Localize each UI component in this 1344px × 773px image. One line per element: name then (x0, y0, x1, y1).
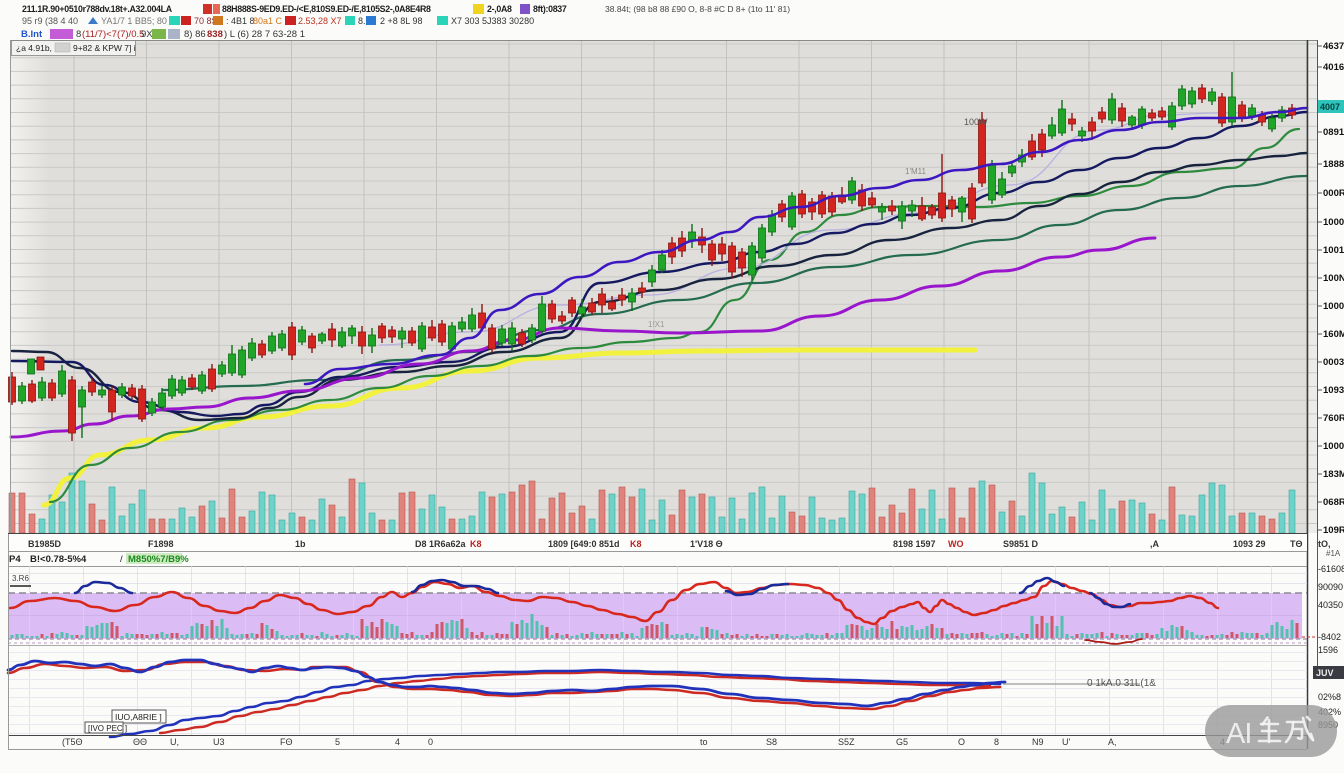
svg-text:9X: 9X (141, 29, 153, 40)
svg-text:S9851 D: S9851 D (1003, 539, 1039, 549)
svg-text:95 r9 (38 4 40: 95 r9 (38 4 40 (22, 16, 78, 26)
svg-text:109R: 109R (1323, 525, 1344, 536)
svg-text:402%: 402% (1318, 707, 1341, 717)
svg-text:U,: U, (170, 737, 179, 747)
svg-text:1000: 1000 (1323, 441, 1344, 452)
svg-text:8: 8 (994, 737, 999, 747)
svg-text:K8: K8 (470, 539, 482, 549)
svg-text:N9: N9 (1032, 737, 1044, 747)
svg-text:9+82 & KPW 7] i: 9+82 & KPW 7] i (73, 43, 136, 53)
svg-text:-8402: -8402 (1318, 632, 1341, 642)
svg-text:1809 [649:0 851d: 1809 [649:0 851d (548, 539, 620, 549)
svg-text:(T5Θ: (T5Θ (62, 737, 83, 747)
svg-text:8: 8 (76, 29, 81, 40)
svg-text:100W: 100W (964, 117, 988, 127)
svg-text:211.1R.90+0510r788dv.18t+.A32.: 211.1R.90+0510r788dv.18t+.A32.004LA (22, 4, 173, 14)
svg-text:) L (6) 28 7 63-28 1: ) L (6) 28 7 63-28 1 (224, 29, 305, 40)
svg-text:183M: 183M (1323, 469, 1344, 480)
svg-text:D8 1R6a62a: D8 1R6a62a (415, 539, 467, 549)
svg-text:AI: AI (1226, 718, 1251, 750)
svg-text:160M: 160M (1323, 329, 1344, 340)
svg-text:4007: 4007 (1320, 102, 1340, 112)
svg-text:4637: 4637 (1323, 41, 1344, 52)
svg-text:0 1kA.0 31L(1&: 0 1kA.0 31L(1& (1087, 678, 1156, 689)
svg-text:02%8: 02%8 (1318, 692, 1341, 702)
svg-text:1b: 1b (295, 539, 306, 549)
svg-text:B.Int: B.Int (21, 29, 43, 40)
svg-text:1'M11: 1'M11 (905, 167, 926, 176)
svg-text:1!X1: 1!X1 (648, 320, 665, 329)
svg-text:(11/7)<7(7)/0.5: (11/7)<7(7)/0.5 (82, 29, 144, 40)
svg-text:A,: A, (1108, 737, 1117, 747)
svg-text:80a1 C: 80a1 C (253, 16, 283, 26)
svg-text:WO: WO (948, 539, 964, 549)
svg-text:O: O (958, 737, 965, 747)
svg-text:2.53,28 X7: 2.53,28 X7 (298, 16, 342, 26)
svg-text:760R: 760R (1323, 413, 1344, 424)
svg-text:FΘ: FΘ (280, 737, 293, 747)
svg-text:8) 86: 8) 86 (184, 29, 206, 40)
svg-text:U3: U3 (213, 737, 225, 747)
svg-text:P4: P4 (9, 554, 21, 565)
svg-text:100N: 100N (1323, 273, 1344, 284)
svg-text:,A: ,A (1150, 539, 1160, 549)
svg-text:¿a 4.91b,: ¿a 4.91b, (16, 43, 52, 53)
svg-text:8198 1597: 8198 1597 (893, 539, 936, 549)
svg-text:838: 838 (207, 29, 223, 40)
svg-text:2 +8 8L 98: 2 +8 8L 98 (380, 16, 422, 26)
svg-text:to: to (700, 737, 708, 747)
svg-text:3.R6: 3.R6 (12, 574, 29, 583)
svg-text:90090: 90090 (1318, 582, 1343, 592)
svg-text:2-,0A8: 2-,0A8 (487, 4, 512, 14)
svg-text:40350: 40350 (1318, 600, 1343, 610)
svg-text:ΘΘ: ΘΘ (133, 737, 147, 747)
svg-text:K8: K8 (630, 539, 642, 549)
svg-text:S8: S8 (766, 737, 777, 747)
svg-text:1596: 1596 (1318, 645, 1338, 655)
svg-text:-61608: -61608 (1318, 564, 1344, 574)
svg-text:1093 29: 1093 29 (1233, 539, 1266, 549)
svg-text:068R: 068R (1323, 497, 1344, 508)
svg-text:M850%7/B9%: M850%7/B9% (128, 554, 189, 565)
svg-text:#1A: #1A (1326, 549, 1341, 558)
svg-text:: 4B1 8: : 4B1 8 (226, 16, 255, 26)
svg-text:S5Z: S5Z (838, 737, 855, 747)
svg-text:tO,: tO, (1318, 539, 1331, 549)
svg-text:B1985D: B1985D (28, 539, 62, 549)
svg-text:000R: 000R (1323, 188, 1344, 199)
svg-text:0003: 0003 (1323, 357, 1344, 368)
svg-text:G5: G5 (896, 737, 908, 747)
svg-text:8.: 8. (358, 16, 366, 26)
svg-text:38.84t; (98 b8 88 £90 O, 8-8 #: 38.84t; (98 b8 88 £90 O, 8-8 #C D 8+ (1t… (605, 4, 790, 14)
svg-text:1888: 1888 (1323, 159, 1344, 170)
svg-text:[IVO PEC ]: [IVO PEC ] (88, 724, 127, 733)
svg-text:JUV: JUV (1316, 668, 1334, 678)
svg-text:88H888S-9ED9.ED-/<E,810S9.ED-/: 88H888S-9ED9.ED-/<E,810S9.ED-/E,8105S2-,… (222, 4, 431, 14)
svg-text:1093: 1093 (1323, 385, 1344, 396)
svg-text:5: 5 (335, 737, 340, 747)
svg-text:B!<0.78-5%4: B!<0.78-5%4 (30, 554, 87, 565)
svg-text:X7 303 5J383 30280: X7 303 5J383 30280 (451, 16, 534, 26)
svg-text:TΘ: TΘ (1290, 539, 1303, 549)
svg-text:4016: 4016 (1323, 62, 1344, 73)
svg-text:4: 4 (395, 737, 400, 747)
svg-text:IUO,A8RIE ]: IUO,A8RIE ] (115, 712, 162, 722)
svg-text:1000: 1000 (1323, 301, 1344, 312)
svg-text:0: 0 (428, 737, 433, 747)
svg-text:1001: 1001 (1323, 245, 1344, 256)
svg-text:YA1/7 1 BB5; 80: YA1/7 1 BB5; 80 (101, 16, 167, 26)
svg-text:8ft):0837: 8ft):0837 (533, 4, 567, 14)
svg-text:U': U' (1062, 737, 1070, 747)
svg-text:1'V18 Θ: 1'V18 Θ (690, 539, 723, 549)
svg-text:0891: 0891 (1323, 127, 1344, 138)
svg-text:/: / (120, 554, 123, 565)
svg-text:1000: 1000 (1323, 217, 1344, 228)
svg-text:F1898: F1898 (148, 539, 174, 549)
svg-text:70 8S: 70 8S (194, 16, 218, 26)
